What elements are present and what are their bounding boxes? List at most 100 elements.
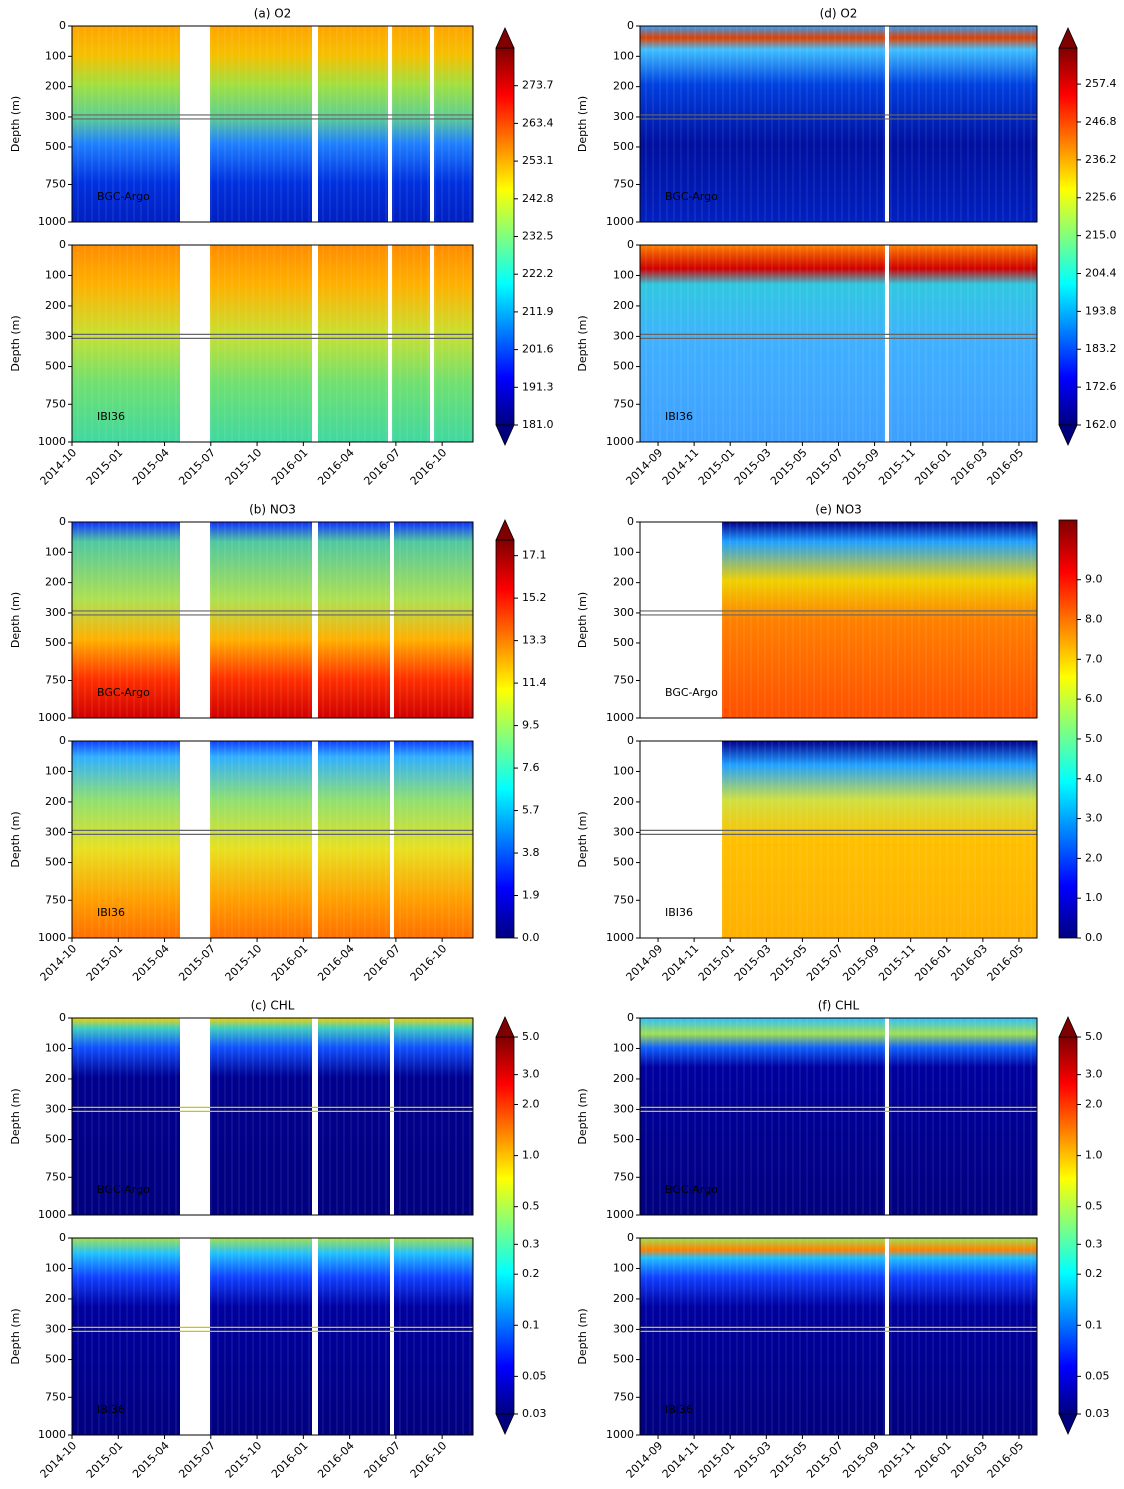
colorbar-tick-label: 15.2 — [522, 591, 547, 604]
colorbar-tick-label: 222.2 — [522, 267, 554, 280]
y-tick-label: 0 — [59, 734, 66, 747]
data-gap — [390, 1018, 394, 1215]
data-gap — [885, 26, 889, 222]
colorbar-tick-label: 183.2 — [1085, 342, 1117, 355]
x-tick-label: 2015-07 — [804, 1439, 846, 1481]
data-gap — [885, 245, 889, 442]
x-tick-label: 2016-05 — [984, 1439, 1026, 1481]
colorbar-tick-label: 0.03 — [1085, 1407, 1110, 1420]
y-tick-label: 750 — [45, 397, 66, 410]
y-tick-label: 750 — [45, 1390, 66, 1403]
x-tick-label: 2015-09 — [840, 446, 882, 488]
plot-frame — [71, 1017, 474, 1216]
colorbar-extend — [495, 519, 515, 541]
heatmap-field — [640, 245, 1037, 442]
source-label: IBI36 — [665, 906, 693, 919]
y-tick-label: 750 — [45, 177, 66, 190]
y-tick-label: 200 — [45, 576, 66, 589]
x-tick-label: 2015-11 — [876, 942, 918, 984]
x-tick-label: 2016-07 — [361, 1439, 403, 1481]
colorbar-tick-label: 7.6 — [522, 761, 540, 774]
colorbar-tick-label: 0.03 — [522, 1407, 547, 1420]
colorbar-tick-label: 204.4 — [1085, 266, 1117, 279]
x-tick-label: 2016-01 — [912, 1439, 954, 1481]
colorbar-tick-label: 172.6 — [1085, 380, 1117, 393]
y-tick-label: 0 — [59, 1011, 66, 1024]
x-tick-label: 2015-10 — [223, 446, 265, 488]
y-tick-label: 100 — [45, 1041, 66, 1054]
y-tick-label: 750 — [613, 893, 634, 906]
y-tick-label: 100 — [613, 545, 634, 558]
colorbar-tick-label: 5.0 — [1085, 732, 1103, 745]
y-tick-label: 0 — [627, 238, 634, 251]
source-label: IBI36 — [665, 1403, 693, 1416]
y-tick-label: 750 — [613, 1390, 634, 1403]
y-tick-label: 300 — [613, 329, 634, 342]
x-tick-label: 2016-07 — [361, 446, 403, 488]
colorbar-tick-label: 4.0 — [1085, 772, 1103, 785]
y-tick-label: 0 — [627, 734, 634, 747]
colorbar-tick-label: 236.2 — [1085, 153, 1117, 166]
source-label: IBI36 — [665, 410, 693, 423]
x-tick-label: 2015-04 — [130, 1439, 172, 1481]
colorbar-extend — [1058, 1016, 1078, 1038]
y-tick-label: 500 — [45, 856, 66, 869]
x-tick-label: 2016-05 — [984, 942, 1026, 984]
source-label: BGC-Argo — [665, 686, 718, 699]
plot-frame — [639, 25, 1038, 223]
y-axis-label: Depth (m) — [576, 1308, 589, 1364]
x-tick-label: 2015-07 — [176, 1439, 218, 1481]
y-tick-label: 1000 — [38, 435, 66, 448]
y-tick-label: 200 — [613, 576, 634, 589]
colorbar-tick-label: 0.1 — [522, 1318, 540, 1331]
colorbar-extend — [1058, 27, 1078, 49]
colorbar-tick-label: 0.2 — [1085, 1267, 1103, 1280]
plot-frame — [71, 244, 474, 443]
colorbar-tick-label: 1.0 — [1085, 1149, 1103, 1162]
y-tick-label: 1000 — [38, 931, 66, 944]
colorbar-extend — [1058, 1413, 1078, 1435]
y-tick-label: 300 — [45, 1322, 66, 1335]
x-tick-label: 2015-01 — [84, 942, 126, 984]
y-tick-label: 300 — [613, 606, 634, 619]
y-tick-label: 0 — [59, 1231, 66, 1244]
colorbar-tick-label: 5.7 — [522, 804, 540, 817]
y-tick-label: 500 — [613, 1133, 634, 1146]
x-tick-label: 2015-07 — [176, 942, 218, 984]
colorbar-tick-label: 17.1 — [522, 549, 547, 562]
y-tick-label: 0 — [59, 515, 66, 528]
y-axis-label: Depth (m) — [9, 592, 22, 648]
x-tick-label: 2016-07 — [361, 942, 403, 984]
y-tick-label: 1000 — [606, 931, 634, 944]
x-tick-label: 2015-01 — [84, 446, 126, 488]
data-gap — [390, 1238, 394, 1435]
data-gap — [312, 522, 318, 718]
y-tick-label: 300 — [613, 1322, 634, 1335]
plot-frame — [71, 740, 474, 939]
colorbar-tick-label: 191.3 — [522, 380, 554, 393]
y-tick-label: 750 — [45, 673, 66, 686]
y-tick-label: 1000 — [38, 1428, 66, 1441]
y-tick-label: 1000 — [38, 1208, 66, 1221]
y-tick-label: 100 — [613, 49, 634, 62]
data-gap — [430, 26, 434, 222]
data-gap — [312, 1238, 318, 1435]
source-label: BGC-Argo — [665, 1183, 718, 1196]
plot-frame — [71, 1237, 474, 1436]
x-tick-label: 2016-01 — [269, 942, 311, 984]
y-tick-label: 0 — [627, 515, 634, 528]
y-axis-label: Depth (m) — [9, 96, 22, 152]
x-tick-label: 2016-10 — [408, 1439, 450, 1481]
colorbar-tick-label: 201.6 — [522, 343, 554, 356]
y-axis-label: Depth (m) — [576, 1088, 589, 1144]
panel-title: (e) NO3 — [815, 503, 862, 517]
colorbar-tick-label: 3.0 — [522, 1068, 540, 1081]
x-tick-label: 2015-03 — [732, 942, 774, 984]
x-tick-label: 2014-10 — [38, 446, 80, 488]
y-tick-label: 200 — [45, 1292, 66, 1305]
x-tick-label: 2016-01 — [912, 942, 954, 984]
colorbar — [1058, 1036, 1078, 1415]
x-tick-label: 2015-11 — [876, 1439, 918, 1481]
data-gap — [885, 1238, 889, 1435]
source-label: IBI36 — [97, 1403, 125, 1416]
